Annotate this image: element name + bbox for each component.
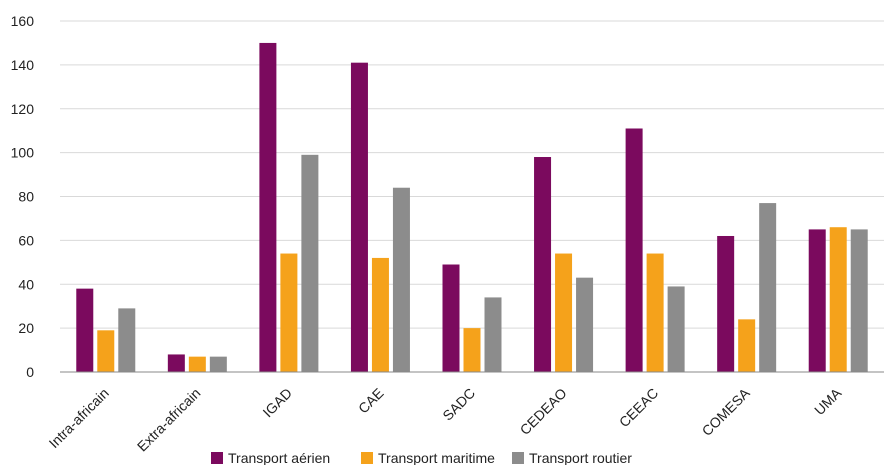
y-tick-label: 160 xyxy=(11,13,35,29)
x-tick-label: COMESA xyxy=(699,384,754,439)
bar-road-6 xyxy=(667,286,685,372)
bar-road-3 xyxy=(392,187,410,372)
bar-road-4 xyxy=(484,297,502,372)
bar-air-0 xyxy=(76,288,94,372)
bar-sea-3 xyxy=(371,257,389,372)
bar-air-8 xyxy=(808,229,826,372)
bar-air-5 xyxy=(534,157,552,372)
gridlines xyxy=(60,20,884,329)
bar-road-8 xyxy=(850,229,868,372)
legend-swatch xyxy=(211,452,223,464)
bar-road-1 xyxy=(209,356,227,372)
legend-swatch xyxy=(361,452,373,464)
x-axis-ticks: Intra-africain Extra-africain IGAD CAE SADC C… xyxy=(46,384,845,454)
y-tick-label: 140 xyxy=(11,57,35,73)
legend-swatch xyxy=(512,452,524,464)
y-tick-label: 40 xyxy=(18,276,34,292)
legend-label: Transport routier xyxy=(529,450,632,465)
x-tick-label: CAE xyxy=(355,385,387,417)
y-axis-ticks: 0 20 40 60 80 100 120 140 160 xyxy=(11,13,35,380)
bar-sea-7 xyxy=(738,319,756,372)
bar-sea-1 xyxy=(188,356,206,372)
x-tick-label: CEEAC xyxy=(616,385,661,430)
y-tick-label: 0 xyxy=(26,364,34,380)
y-tick-label: 60 xyxy=(18,232,34,248)
x-tick-label: IGAD xyxy=(259,385,295,421)
x-tick-label: CEDEAO xyxy=(517,385,570,438)
y-tick-label: 20 xyxy=(18,320,34,336)
bar-sea-6 xyxy=(646,253,664,372)
y-tick-label: 80 xyxy=(18,189,34,205)
bar-air-4 xyxy=(442,264,460,372)
bar-sea-0 xyxy=(97,330,115,372)
x-tick-label: Extra-africain xyxy=(134,385,204,455)
y-tick-label: 120 xyxy=(11,101,35,117)
legend-label: Transport aérien xyxy=(228,450,330,465)
x-tick-label: Intra-africain xyxy=(46,385,112,451)
bar-sea-2 xyxy=(280,253,298,372)
legend: Transport aérien Transport maritime Transp… xyxy=(211,450,632,465)
bar-air-1 xyxy=(167,354,185,372)
bar-air-7 xyxy=(717,235,735,372)
y-tick-label: 100 xyxy=(11,145,35,161)
bar-road-2 xyxy=(301,154,319,372)
bar-sea-8 xyxy=(829,227,847,372)
bar-road-0 xyxy=(118,308,136,372)
x-tick-label: SADC xyxy=(439,385,478,424)
legend-label: Transport maritime xyxy=(378,450,495,465)
bar-air-6 xyxy=(625,128,643,372)
bar-air-2 xyxy=(259,42,277,372)
bars xyxy=(76,42,868,373)
x-tick-label: UMA xyxy=(811,384,845,418)
bar-sea-5 xyxy=(555,253,573,372)
bar-road-5 xyxy=(576,277,594,372)
bar-road-7 xyxy=(759,203,777,372)
bar-air-3 xyxy=(350,62,368,373)
bar-sea-4 xyxy=(463,328,481,372)
